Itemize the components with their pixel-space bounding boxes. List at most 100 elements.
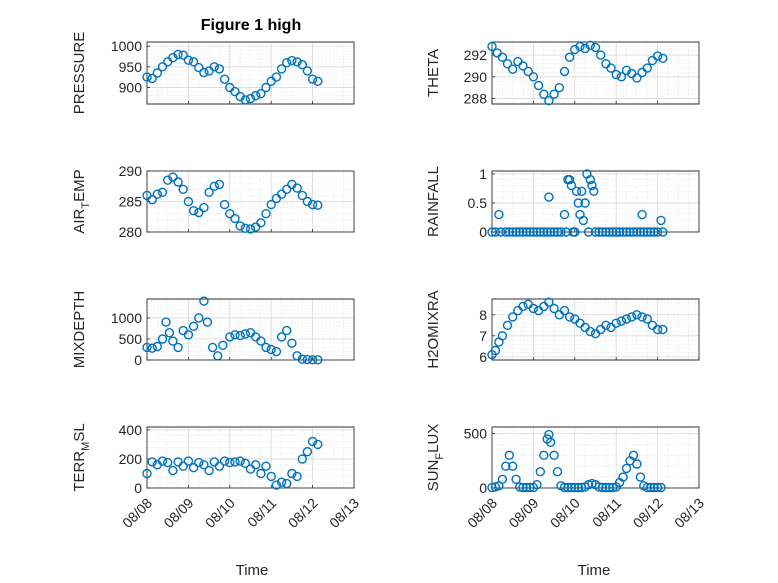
data-point — [292, 57, 302, 67]
data-point — [521, 482, 532, 493]
data-point — [594, 482, 604, 492]
y-axis-label: THETA — [425, 49, 442, 97]
data-point — [225, 208, 235, 219]
data-point — [266, 471, 276, 482]
data-point — [528, 303, 539, 314]
data-point — [261, 342, 271, 353]
data-point — [608, 482, 618, 493]
x-tick-label: 08/12 — [630, 495, 666, 531]
plot-border — [491, 298, 700, 361]
data-point — [518, 482, 528, 493]
data-point — [637, 209, 647, 220]
data-point — [642, 63, 652, 73]
y-tick-label: 900 — [119, 79, 143, 95]
data-point — [207, 342, 218, 353]
data-point — [585, 326, 595, 337]
subplot-rainfall: 0 0.5 1 RAINFALL — [425, 166, 700, 240]
data-point — [502, 320, 513, 330]
data-point — [225, 332, 235, 342]
data-point — [518, 61, 528, 71]
figure-title: Figure 1 high — [201, 17, 301, 34]
data-point — [656, 215, 666, 226]
x-tick-label: 08/10 — [547, 495, 583, 531]
data-point — [250, 460, 261, 470]
data-point — [142, 468, 152, 479]
data-point — [497, 331, 508, 341]
data-point — [552, 227, 563, 237]
data-point — [230, 86, 240, 97]
y-axis-label: H2OMIXRA — [425, 290, 442, 368]
data-point — [209, 62, 220, 72]
data-point — [282, 58, 292, 68]
data-point — [544, 297, 554, 307]
x-tick-label: 08/09 — [505, 495, 541, 531]
data-point — [307, 355, 318, 365]
data-point — [528, 72, 539, 82]
data-point — [162, 175, 173, 185]
data-point — [611, 318, 621, 328]
data-point — [245, 93, 256, 104]
data-point — [250, 90, 261, 101]
data-point — [621, 227, 632, 237]
data-point — [218, 340, 228, 350]
data-point — [566, 482, 577, 493]
data-point — [147, 457, 157, 467]
data-point — [518, 301, 528, 312]
data-point — [646, 482, 656, 493]
data-point — [632, 73, 642, 83]
data-point — [508, 64, 518, 74]
x-tick-label: 08/13 — [671, 495, 707, 531]
data-point — [152, 68, 163, 78]
data-point — [161, 317, 171, 327]
data-point — [261, 461, 271, 471]
data-point — [307, 436, 318, 447]
data-point — [142, 72, 152, 82]
data-point — [570, 482, 580, 493]
subplot-mixdepth: 0 500 1000 MIXDEPTH — [71, 291, 355, 368]
y-tick-label: 400 — [119, 422, 143, 438]
y-tick-label: 7 — [479, 328, 487, 344]
data-point — [649, 482, 659, 493]
data-point — [616, 316, 627, 326]
data-point — [142, 342, 152, 353]
data-point — [219, 456, 230, 466]
y-axis-label: PRESSURE — [71, 32, 88, 115]
data-point — [276, 477, 287, 487]
data-point — [542, 227, 552, 237]
data-point — [188, 463, 199, 473]
y-tick-label: 280 — [119, 224, 143, 240]
data-point — [508, 312, 518, 322]
data-point — [240, 458, 251, 468]
data-point — [209, 181, 220, 192]
data-point — [256, 218, 266, 228]
subplot-pressure: 900 950 1000 PRESSURE — [71, 32, 355, 115]
data-point — [194, 457, 204, 468]
data-point — [302, 66, 313, 76]
data-point — [566, 180, 577, 191]
data-point — [642, 482, 652, 493]
data-point — [518, 227, 528, 237]
data-point — [508, 461, 518, 471]
data-point — [627, 312, 637, 322]
data-point — [240, 329, 251, 339]
data-point — [297, 354, 307, 364]
y-tick-label: 288 — [464, 91, 488, 107]
data-point — [214, 64, 225, 74]
data-point — [511, 227, 521, 237]
data-point — [199, 202, 209, 213]
data-point — [573, 482, 583, 493]
data-point — [490, 227, 501, 237]
data-point — [639, 227, 649, 237]
data-point — [621, 314, 632, 324]
data-point — [625, 227, 635, 237]
data-point — [494, 209, 504, 220]
plot-border — [146, 298, 355, 361]
data-point — [183, 55, 194, 65]
data-point — [282, 325, 292, 336]
subplot-air-temp: 280 285 290 AIRTEMP — [71, 163, 355, 240]
y-axis-label: AIRTEMP — [71, 169, 92, 233]
data-point — [168, 172, 178, 182]
data-point — [297, 190, 307, 201]
y-tick-label: 0 — [134, 480, 142, 496]
